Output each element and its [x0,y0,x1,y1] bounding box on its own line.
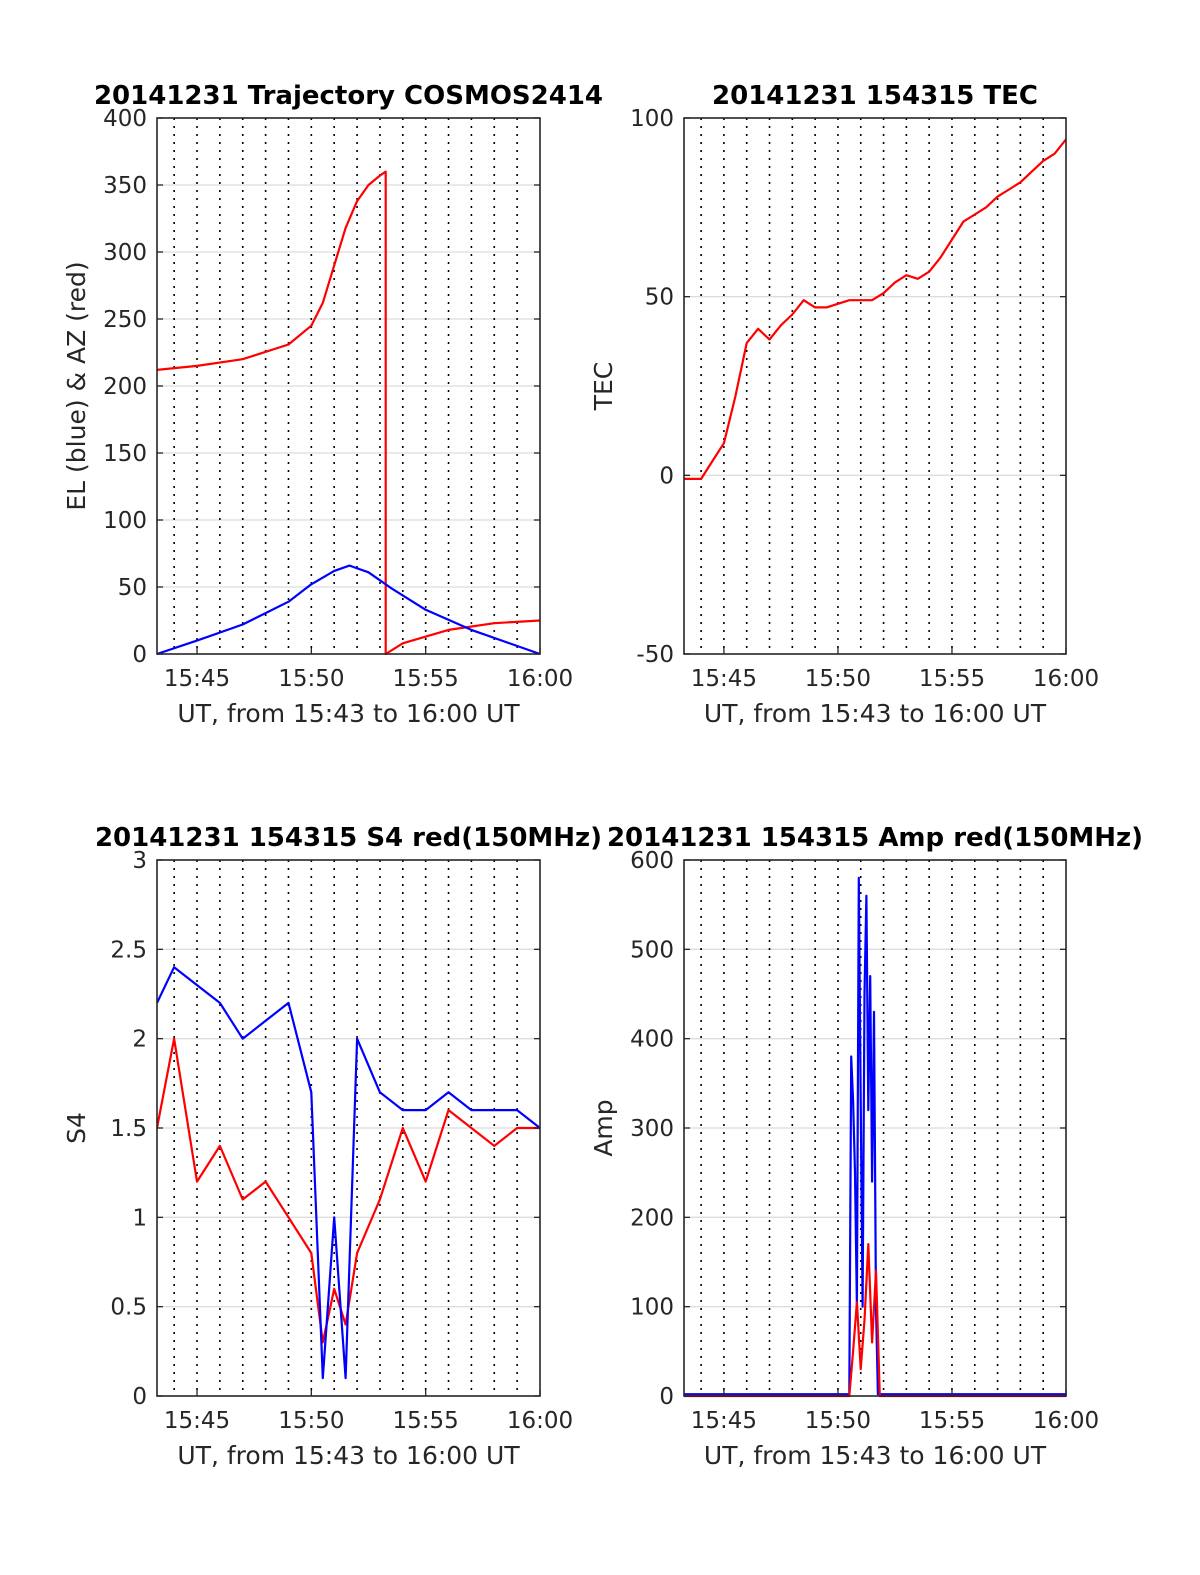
xtick-label: 15:45 [691,1408,757,1434]
ytick-label: 200 [630,1205,674,1231]
xtick-label: 15:45 [164,1408,230,1434]
x-axis-label: UT, from 15:43 to 16:00 UT [704,699,1047,728]
x-axis-label: UT, from 15:43 to 16:00 UT [177,1441,520,1470]
axes-frame [683,117,1067,655]
series-group [157,170,540,656]
xtick-label: 16:00 [507,666,573,692]
ytick-label: 500 [630,937,674,963]
y-axis-label: EL (blue) & AZ (red) [62,261,91,510]
xtick-label: 15:45 [164,666,230,692]
ytick-label: 200 [103,374,147,400]
ytick-label: 1.5 [110,1116,147,1142]
chart-title: 20141231 Trajectory COSMOS2414 [94,81,603,111]
ytick-label: 0 [659,1384,674,1410]
ytick-label: -50 [636,642,674,668]
ytick-label: 1 [132,1205,147,1231]
ytick-label: 100 [630,1295,674,1321]
ytick-label: 0 [132,1384,147,1410]
y-axis-label: TEC [589,362,618,412]
chart-title: 20141231 154315 Amp red(150MHz) [607,823,1143,853]
series-group [157,966,540,1380]
chart-trajectory: 0 50 100 150 200 250 300 350 400 15:45 15:50 15:55 1… [62,81,603,728]
xtick-label: 16:00 [507,1408,573,1434]
ytick-label: 0 [132,642,147,668]
xtick-label: 15:55 [919,666,985,692]
y-axis-label: Amp [589,1099,618,1156]
ytick-label: 100 [103,508,147,534]
ytick-label: 150 [103,441,147,467]
xtick-label: 15:55 [393,666,459,692]
ytick-label: 100 [630,106,674,132]
ytick-label: 300 [630,1116,674,1142]
y-axis-label: S4 [62,1112,91,1144]
ytick-label: 0.5 [110,1295,147,1321]
ytick-label: 50 [645,285,674,311]
series-group [684,876,1066,1398]
xtick-label: 15:50 [278,666,344,692]
series-line-1 [684,1242,1066,1398]
xtick-label: 15:55 [919,1408,985,1434]
chart-title: 20141231 154315 S4 red(150MHz) [95,823,602,853]
xtick-label: 15:50 [278,1408,344,1434]
ytick-label: 2.5 [110,937,147,963]
series-group [684,138,1066,480]
x-axis-label: UT, from 15:43 to 16:00 UT [177,699,520,728]
series-line-0 [684,138,1066,480]
ytick-label: 3 [132,848,147,874]
xtick-label: 16:00 [1033,1408,1099,1434]
ytick-label: 350 [103,173,147,199]
chart-s4: 0 0.5 1 1.5 2 2.5 3 15:45 15:50 15:55 16:00 2014123… [62,823,602,1470]
xtick-label: 16:00 [1033,666,1099,692]
x-axis-label: UT, from 15:43 to 16:00 UT [704,1441,1047,1470]
ytick-label: 50 [118,575,147,601]
xtick-label: 15:55 [393,1408,459,1434]
series-line-0 [157,170,540,656]
chart-tec: -50 0 50 100 15:45 15:50 15:55 16:00 20141231 15… [589,81,1099,728]
series-line-1 [157,966,540,1380]
ytick-label: 250 [103,307,147,333]
chart-title: 20141231 154315 TEC [712,81,1038,111]
ytick-label: 300 [103,240,147,266]
xtick-label: 15:50 [805,1408,871,1434]
ytick-label: 400 [630,1027,674,1053]
xtick-label: 15:50 [805,666,871,692]
xtick-label: 15:45 [691,666,757,692]
series-line-1 [157,564,540,656]
chart-amp: 0 100 200 300 400 500 600 15:45 15:50 15:55 16:00 2… [589,823,1143,1470]
ytick-label: 2 [132,1027,147,1053]
ytick-label: 400 [103,106,147,132]
ytick-label: 600 [630,848,674,874]
ytick-label: 0 [659,463,674,489]
